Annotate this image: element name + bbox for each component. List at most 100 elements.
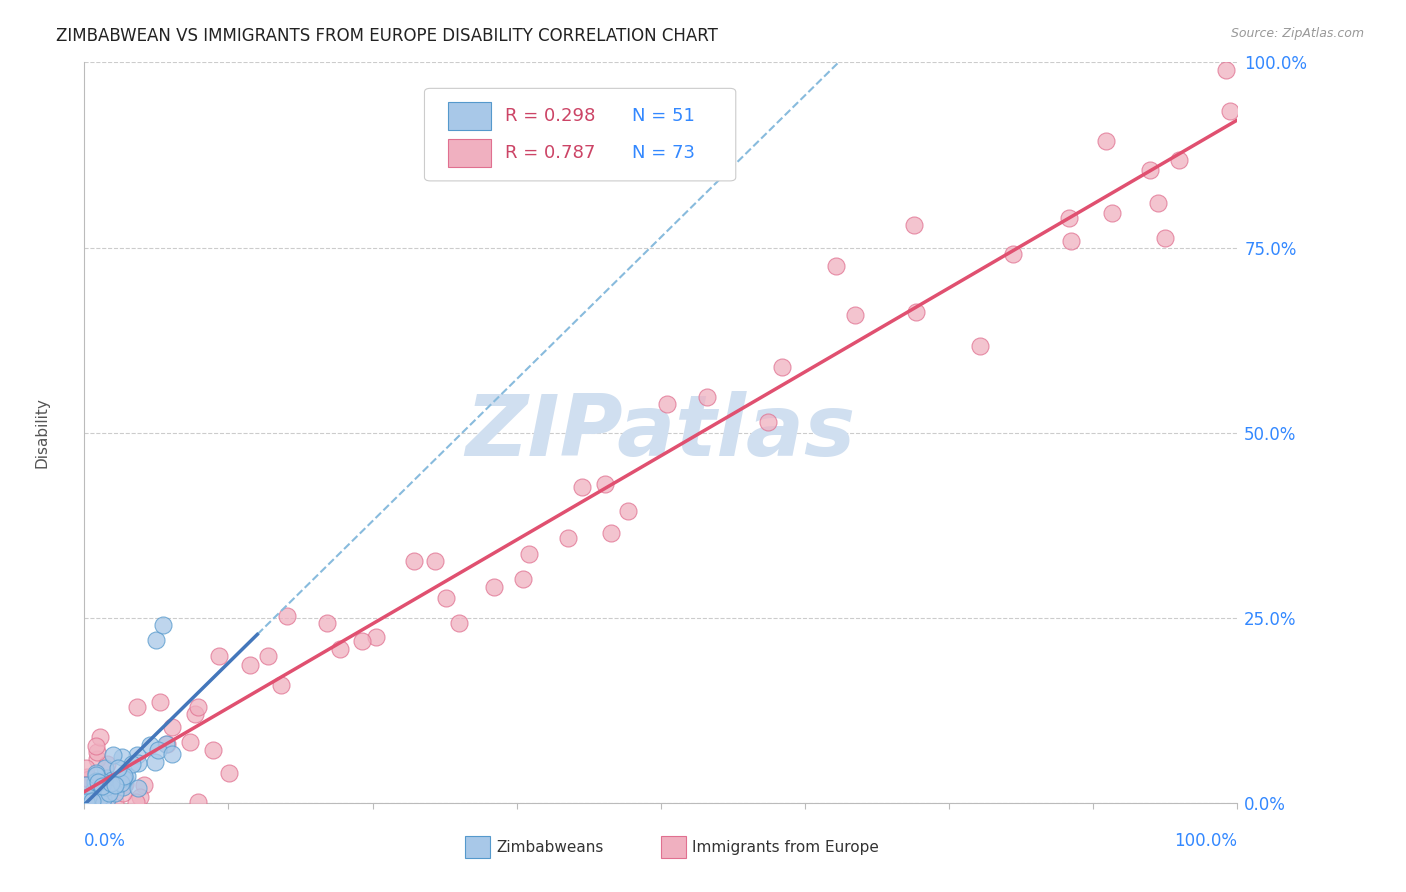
Point — [1101, 206, 1123, 220]
Point — [145, 632, 167, 647]
Text: R = 0.298: R = 0.298 — [505, 107, 596, 125]
Point — [121, 756, 143, 771]
Point — [218, 765, 240, 780]
Point — [97, 773, 120, 788]
Point — [76, 770, 98, 784]
Point — [350, 633, 373, 648]
Point — [104, 795, 127, 809]
Point — [756, 415, 779, 429]
Point — [101, 773, 124, 788]
Point — [512, 572, 534, 586]
Text: 100.0%: 100.0% — [1174, 832, 1237, 850]
Point — [270, 678, 292, 692]
Point — [86, 784, 108, 798]
Point — [96, 795, 118, 809]
Point — [91, 780, 114, 794]
Text: N = 51: N = 51 — [633, 107, 695, 125]
Point — [89, 790, 111, 805]
Point — [84, 768, 107, 782]
Text: Zimbabweans: Zimbabweans — [496, 839, 603, 855]
Point — [903, 219, 925, 233]
Point — [111, 750, 134, 764]
Point — [202, 743, 225, 757]
Point — [127, 780, 149, 795]
Point — [208, 649, 231, 664]
Point — [1139, 163, 1161, 178]
Point — [84, 775, 107, 789]
Point — [593, 476, 616, 491]
Point — [844, 308, 866, 322]
Point — [77, 772, 100, 787]
Point — [329, 642, 352, 657]
Point — [83, 782, 105, 797]
Point — [156, 737, 179, 751]
Point — [183, 707, 205, 722]
Point — [152, 618, 174, 632]
Point — [96, 792, 118, 806]
Point — [239, 657, 262, 672]
Point — [1060, 234, 1083, 248]
Point — [75, 761, 97, 775]
Text: ZIMBABWEAN VS IMMIGRANTS FROM EUROPE DISABILITY CORRELATION CHART: ZIMBABWEAN VS IMMIGRANTS FROM EUROPE DIS… — [56, 27, 718, 45]
Point — [107, 761, 129, 775]
Point — [76, 795, 98, 809]
Point — [125, 795, 148, 809]
Point — [655, 397, 678, 411]
Point — [82, 794, 104, 808]
Point — [160, 747, 183, 761]
Text: ZIPatlas: ZIPatlas — [465, 391, 856, 475]
Point — [599, 525, 621, 540]
FancyBboxPatch shape — [447, 138, 491, 167]
Point — [617, 503, 640, 517]
Point — [132, 778, 155, 792]
Point — [905, 305, 928, 319]
Point — [91, 775, 114, 789]
Point — [117, 768, 139, 782]
Point — [110, 776, 132, 790]
Point — [364, 631, 387, 645]
Point — [104, 778, 127, 792]
Point — [128, 789, 150, 804]
Point — [84, 739, 107, 753]
Point — [155, 737, 177, 751]
Point — [770, 360, 793, 375]
Point — [143, 756, 166, 770]
Point — [1057, 211, 1080, 225]
Point — [316, 616, 339, 631]
Point — [77, 789, 100, 804]
Point — [75, 781, 97, 796]
Point — [1168, 153, 1191, 167]
Point — [75, 795, 97, 809]
Point — [423, 554, 446, 568]
Point — [90, 795, 112, 809]
Point — [89, 785, 111, 799]
Point — [160, 720, 183, 734]
Point — [1215, 62, 1237, 77]
Point — [969, 339, 991, 353]
Point — [125, 700, 148, 714]
FancyBboxPatch shape — [447, 102, 491, 130]
Point — [127, 756, 149, 770]
Text: 0.0%: 0.0% — [84, 832, 127, 850]
Point — [103, 748, 125, 763]
Point — [1154, 231, 1177, 245]
Text: R = 0.787: R = 0.787 — [505, 144, 596, 161]
Point — [125, 748, 148, 763]
Point — [97, 786, 120, 800]
Point — [86, 745, 108, 759]
Point — [94, 780, 117, 794]
Text: N = 73: N = 73 — [633, 144, 695, 161]
Point — [100, 775, 122, 789]
Point — [1146, 196, 1168, 211]
Point — [89, 730, 111, 744]
Point — [94, 761, 117, 775]
Point — [256, 648, 278, 663]
Point — [111, 786, 134, 800]
Point — [138, 738, 160, 752]
Point — [108, 772, 131, 786]
Point — [187, 795, 209, 809]
Point — [824, 259, 846, 273]
Point — [148, 743, 170, 757]
FancyBboxPatch shape — [661, 836, 686, 858]
Point — [557, 531, 579, 545]
